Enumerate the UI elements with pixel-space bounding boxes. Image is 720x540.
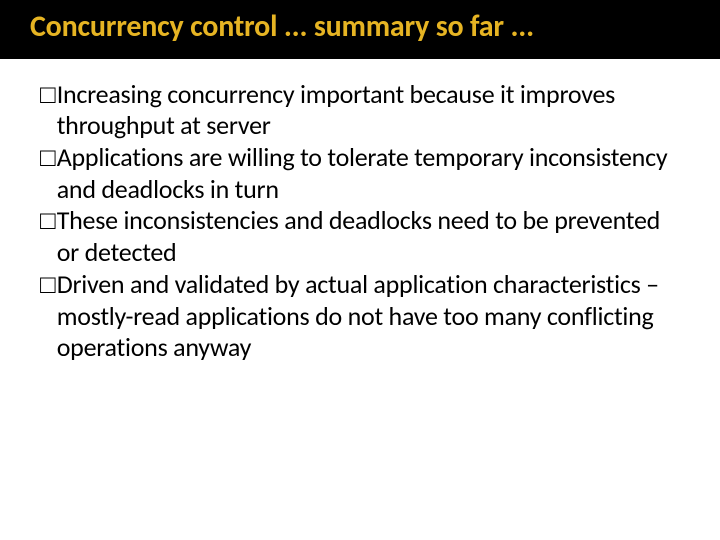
bullet-item: □ These inconsistencies and deadlocks ne… xyxy=(40,205,680,268)
bullet-icon: □ xyxy=(40,142,56,174)
bullet-text: Applications are willing to tolerate tem… xyxy=(57,142,680,205)
bullet-text: Increasing concurrency important because… xyxy=(57,79,680,142)
slide-body: □ Increasing concurrency important becau… xyxy=(0,59,720,364)
title-band: Concurrency control ... summary so far .… xyxy=(0,0,720,59)
bullet-item: □ Increasing concurrency important becau… xyxy=(40,79,680,142)
bullet-text: Driven and validated by actual applicati… xyxy=(57,269,680,364)
bullet-text: These inconsistencies and deadlocks need… xyxy=(57,205,680,268)
bullet-icon: □ xyxy=(40,205,56,237)
bullet-item: □ Applications are willing to tolerate t… xyxy=(40,142,680,205)
bullet-item: □ Driven and validated by actual applica… xyxy=(40,269,680,364)
slide: { "slide": { "title": "Concurrency contr… xyxy=(0,0,720,540)
bullet-icon: □ xyxy=(40,79,56,111)
slide-title: Concurrency control ... summary so far .… xyxy=(30,10,696,45)
bullet-icon: □ xyxy=(40,269,56,301)
